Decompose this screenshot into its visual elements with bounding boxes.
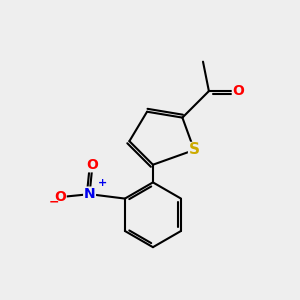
Text: O: O (232, 84, 244, 98)
Text: O: O (87, 158, 98, 172)
Text: S: S (189, 142, 200, 158)
Text: −: − (49, 195, 59, 208)
Text: N: N (84, 187, 95, 201)
Text: O: O (54, 190, 66, 204)
Text: +: + (98, 178, 107, 188)
